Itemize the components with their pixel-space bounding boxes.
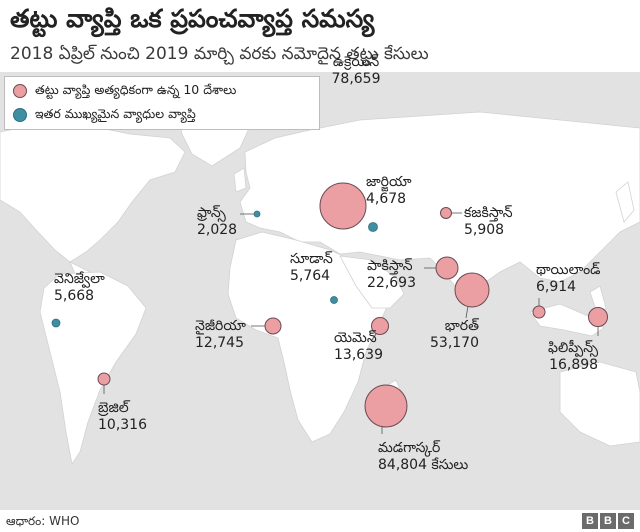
bubble-nigeria [264, 317, 282, 335]
label-philippines-value: 16,898 [549, 357, 599, 373]
label-philippines: ఫిలిప్పీన్స్ 16,898 [548, 340, 598, 374]
label-sudan-value: 5,764 [290, 268, 331, 284]
bubble-india [454, 272, 490, 308]
bubble-ukraine [319, 182, 367, 230]
legend-label-top10: తట్టు వ్యాప్తి అత్యధికంగా ఉన్న 10 దేశాలు [35, 81, 237, 97]
bubble-france [253, 210, 261, 218]
source-note: ఆధారం: WHO [6, 514, 80, 528]
bubble-kazakhstan [440, 207, 452, 219]
label-thailand-name: థాయిలాండ్ [536, 262, 601, 278]
label-yemen-value: 13,639 [334, 347, 383, 363]
label-venezuela: వెనిజ్వేలా 5,668 [54, 271, 105, 305]
bubble-madagascar [364, 384, 408, 428]
north-america-land [0, 123, 186, 263]
label-france-name: ఫ్రాన్స్ [197, 205, 226, 221]
label-venezuela-name: వెనిజ్వేలా [54, 271, 105, 287]
australia-land [559, 361, 640, 447]
label-india-value: 53,170 [430, 335, 479, 351]
label-france: ఫ్రాన్స్ 2,028 [197, 205, 237, 239]
label-france-value: 2,028 [197, 222, 238, 238]
page-subtitle: 2018 ఏప్రిల్ నుంచి 2019 మార్చి వరకు నమోద… [10, 44, 429, 64]
label-nigeria-name: నైజీరియా [195, 318, 246, 334]
bubble-philippines [588, 307, 608, 327]
label-venezuela-value: 5,668 [54, 288, 95, 304]
label-madagascar: మడగాస్కర్ 84,804 కేసులు [378, 440, 468, 474]
bbc-logo-b2: B [600, 513, 616, 529]
page-title: తట్టు వ్యాప్తి ఒక ప్రపంచవ్యాప్త సమస్య [10, 4, 375, 33]
label-madagascar-name: మడగాస్కర్ [378, 440, 441, 456]
label-brazil-name: బ్రెజిల్ [98, 400, 129, 416]
label-pakistan-value: 22,693 [367, 275, 416, 291]
legend-item-top10: తట్టు వ్యాప్తి అత్యధికంగా ఉన్న 10 దేశాలు [13, 80, 236, 102]
label-kazakhstan-value: 5,908 [464, 222, 505, 238]
bubble-yemen [371, 317, 389, 335]
label-india: భారత్ 53,170 [430, 318, 479, 352]
label-nigeria: నైజీరియా 12,745 [195, 318, 246, 352]
legend-label-other: ఇతర ముఖ్యమైన వ్యాధుల వ్యాప్తి [35, 105, 196, 121]
bbc-logo: B B C [582, 513, 634, 529]
label-ukraine-value: 78,659 [331, 71, 381, 87]
label-kazakhstan: కజకిస్తాన్ 5,908 [464, 205, 513, 239]
world-map [0, 72, 640, 510]
label-georgia: జార్జియా 4,678 [366, 174, 411, 208]
bbc-logo-c: C [618, 513, 634, 529]
label-philippines-name: ఫిలిప్పీన్స్ [548, 340, 599, 356]
label-brazil-value: 10,316 [98, 417, 147, 433]
bubble-georgia [368, 222, 378, 232]
label-pakistan-name: పాకిస్తాన్ [367, 258, 413, 274]
japan-land [615, 181, 635, 223]
leader-india [465, 305, 469, 319]
legend-swatch-other [13, 108, 27, 122]
label-kazakhstan-name: కజకిస్తాన్ [464, 205, 513, 221]
bubble-venezuela [51, 318, 61, 328]
label-yemen-name: యెమెన్ [334, 330, 377, 346]
label-ukraine: ఉక్రెయిన్ 78,659 [332, 54, 381, 88]
label-sudan-name: సూడాన్ [290, 251, 333, 267]
bbc-logo-b1: B [582, 513, 598, 529]
label-yemen: యెమెన్ 13,639 [334, 330, 383, 364]
label-india-name: భారత్ [444, 318, 479, 334]
label-ukraine-name: ఉక్రెయిన్ [332, 54, 380, 70]
leader-yemen [371, 333, 377, 341]
legend-item-other: ఇతర ముఖ్యమైన వ్యాధుల వ్యాప్తి [13, 104, 196, 126]
legend: తట్టు వ్యాప్తి అత్యధికంగా ఉన్న 10 దేశాలు… [4, 76, 320, 130]
legend-swatch-top10 [13, 84, 27, 98]
uk-land [233, 167, 247, 193]
label-thailand: థాయిలాండ్ 6,914 [536, 262, 601, 296]
arabia-land [339, 255, 405, 309]
label-georgia-name: జార్జియా [366, 174, 412, 190]
label-sudan: సూడాన్ 5,764 [290, 251, 333, 285]
world-map-svg [0, 109, 640, 466]
label-nigeria-value: 12,745 [195, 335, 244, 351]
label-pakistan: పాకిస్తాన్ 22,693 [367, 258, 416, 292]
label-brazil: బ్రెజిల్ 10,316 [98, 400, 147, 434]
bubble-pakistan [435, 256, 459, 280]
bubble-thailand [532, 305, 546, 319]
south-america-land [39, 271, 147, 466]
label-madagascar-value: 84,804 కేసులు [378, 457, 469, 473]
bubble-sudan [330, 296, 338, 304]
label-thailand-value: 6,914 [536, 279, 577, 295]
label-georgia-value: 4,678 [366, 191, 407, 207]
bubble-brazil [97, 372, 111, 386]
